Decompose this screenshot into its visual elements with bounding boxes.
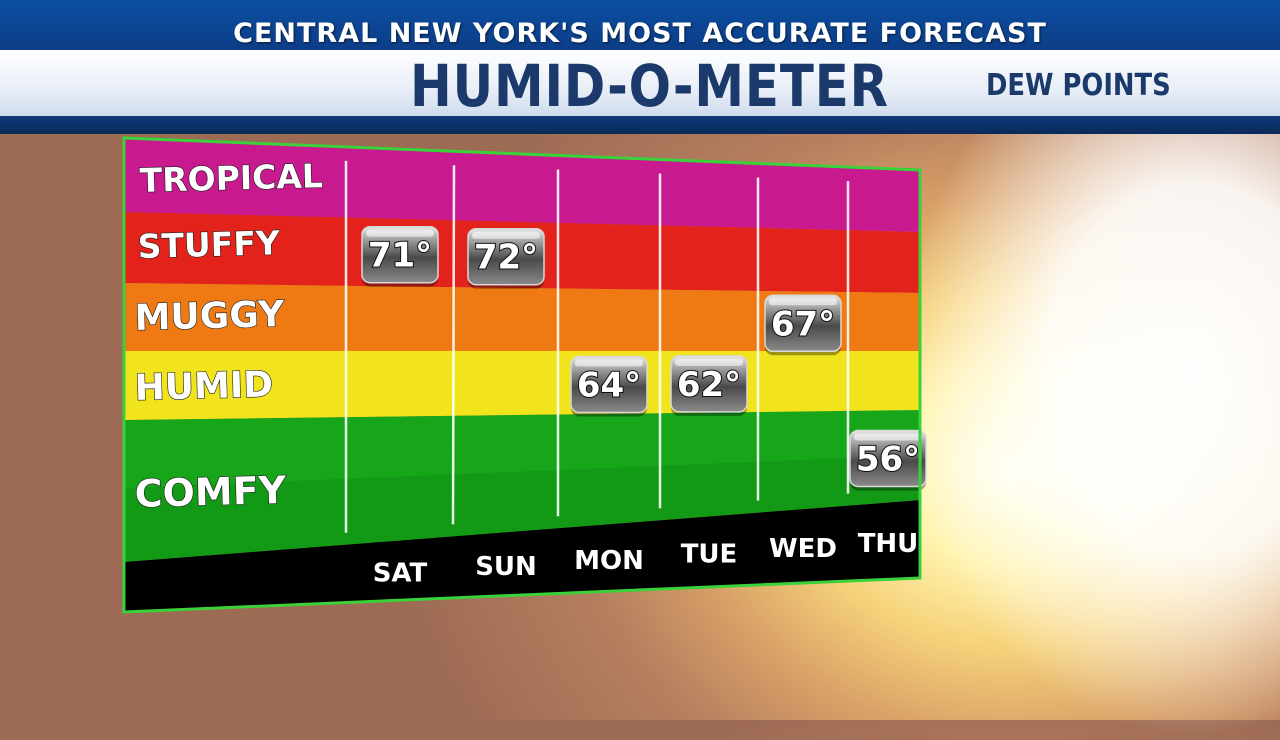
day-divider	[451, 165, 456, 525]
dew-point-value: 56°	[856, 439, 920, 479]
tag-body	[361, 225, 439, 284]
dew-point-tag-sun: 72°	[467, 227, 545, 289]
band-day-strip	[124, 500, 920, 612]
chart-subtitle: DEW POINTS	[986, 68, 1171, 103]
level-label-comfy: COMFY	[134, 468, 287, 516]
page-title: HUMID-O-METER	[410, 52, 889, 120]
dew-point-value: 67°	[771, 304, 835, 344]
day-dividers	[344, 160, 850, 533]
day-label-mon: MON	[574, 546, 644, 576]
title-banner-edge	[0, 116, 1280, 134]
dew-point-tag-thu: 56°	[849, 429, 927, 491]
background-sun-glow	[900, 120, 1280, 740]
level-label-humid: HUMID	[134, 364, 273, 409]
title-banner	[0, 50, 1280, 116]
band-muggy	[124, 283, 920, 351]
level-label-stuffy: STUFFY	[137, 223, 281, 266]
dew-point-tag-wed: 67°	[764, 294, 842, 356]
humid-o-meter-chart: TROPICAL STUFFY MUGGY HUMID COMFY SAT SUN MON T…	[122, 136, 927, 614]
dew-point-value: 71°	[368, 236, 432, 276]
station-tagline: CENTRAL NEW YORK'S MOST ACCURATE FORECAS…	[233, 18, 1047, 49]
level-label-tropical: TROPICAL	[139, 156, 323, 200]
tag-body	[764, 294, 842, 353]
level-label-muggy: MUGGY	[134, 294, 285, 339]
tag-body	[849, 429, 927, 488]
day-label-thu: THU	[858, 529, 919, 559]
day-label-sat: SAT	[373, 558, 428, 588]
tag-body	[670, 355, 748, 413]
day-label-tue: TUE	[681, 540, 738, 570]
dew-point-value: 62°	[677, 365, 741, 405]
level-labels: TROPICAL STUFFY MUGGY HUMID COMFY	[133, 156, 323, 517]
band-comfy-shade	[124, 455, 920, 562]
band-tropical	[124, 138, 920, 232]
day-label-sun: SUN	[475, 552, 537, 582]
tag-body	[467, 227, 545, 286]
dew-point-tag-mon: 64°	[570, 355, 648, 417]
day-label-wed: WED	[769, 534, 837, 564]
dew-point-tag-sat: 71°	[361, 225, 439, 287]
chart-border	[122, 136, 922, 614]
dew-point-tags: 71° 72° 64° 62° 67° 56°	[361, 225, 927, 491]
dew-point-value: 72°	[474, 238, 538, 278]
day-labels: SAT SUN MON TUE WED THU	[373, 529, 919, 588]
dew-point-value: 64°	[577, 365, 641, 405]
dew-point-tag-tue: 62°	[670, 355, 748, 416]
tag-body	[570, 355, 648, 414]
